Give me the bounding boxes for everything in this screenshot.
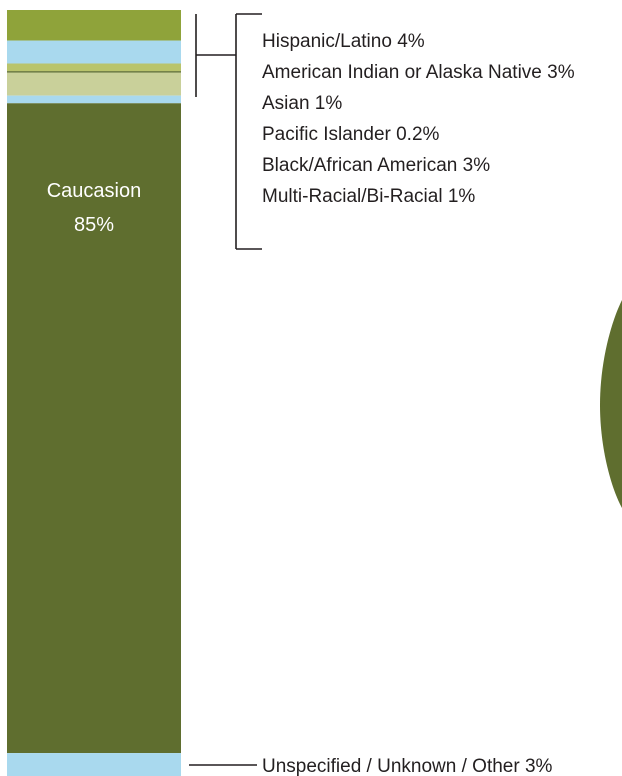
legend-label-5: Black/African American 3%	[262, 155, 490, 176]
bar-segment-6	[7, 95, 181, 104]
legend-label-6: Multi-Racial/Bi-Racial 1%	[262, 186, 475, 207]
bar-segment-4	[7, 71, 181, 73]
bar-segment-2	[7, 40, 181, 64]
caucasion-name-label: Caucasion	[47, 180, 142, 202]
bar-segment-1	[7, 10, 181, 41]
legend-label-4: Pacific Islander 0.2%	[262, 124, 440, 145]
stacked-bar	[7, 10, 181, 776]
legend-label-1: Hispanic/Latino 4%	[262, 31, 425, 52]
bar-segment-7	[7, 103, 181, 754]
decorative-circle-segment	[600, 300, 622, 508]
legend-label-3: Asian 1%	[262, 93, 342, 114]
caucasion-value-label: 85%	[74, 214, 114, 236]
legend-bracket	[195, 13, 262, 250]
bar-segment-3	[7, 63, 181, 72]
bottom-label: Unspecified / Unknown / Other 3%	[262, 756, 553, 776]
legend-label-2: American Indian or Alaska Native 3%	[262, 62, 575, 83]
bar-segment-8	[7, 753, 181, 776]
legend-labels: Hispanic/Latino 4% American Indian or Ala…	[262, 31, 575, 207]
bar-segment-5	[7, 72, 181, 96]
